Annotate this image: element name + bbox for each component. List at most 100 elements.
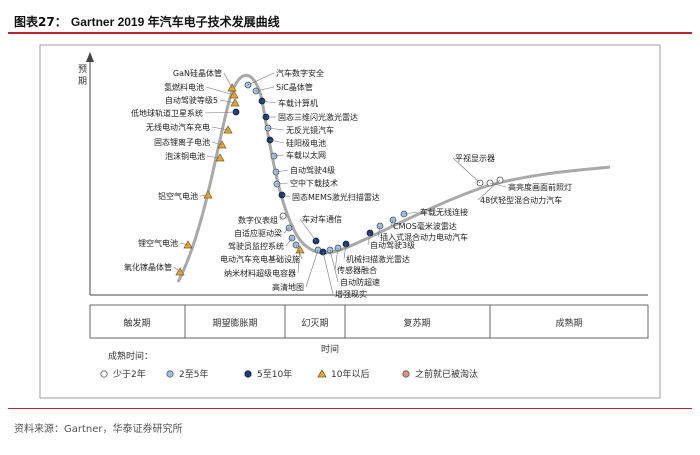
x-axis-label: 时间 — [321, 343, 339, 355]
legend-label-lt2: 少于2年 — [113, 368, 146, 380]
tech-6-label: 泡沫铜电池 — [165, 151, 205, 161]
leader-line-18 — [276, 182, 289, 185]
phase-label-2: 幻灭期 — [301, 317, 328, 329]
figure-title-text: Gartner 2019 年汽车电子技术发展曲线 — [70, 15, 280, 29]
legend-label-2to5: 2至5年 — [179, 368, 208, 380]
leader-line-32 — [377, 225, 381, 238]
leader-line-9 — [173, 266, 181, 273]
tech-30-label: 机械扫描激光雷达 — [346, 254, 410, 264]
tech-10-label: 汽车数字安全 — [276, 68, 324, 78]
tech-37-label: 48伏轻型混合动力汽车 — [480, 195, 562, 205]
tech-0-label: GaN硅晶体管 — [173, 68, 222, 78]
tech-17-label: 自动驾驶4级 — [290, 165, 335, 175]
tech-21-label: 自适应驱动梁 — [234, 228, 282, 238]
leader-line-24 — [297, 249, 301, 274]
leader-line-16 — [273, 154, 285, 157]
leader-line-19 — [281, 194, 291, 198]
tech-20-label: 数字仪表组 — [238, 215, 278, 225]
marker-gt10-9 — [175, 267, 185, 276]
leader-line-37 — [477, 179, 501, 201]
leader-line-29 — [334, 247, 339, 271]
legend-label-5to10: 5至10年 — [257, 368, 292, 380]
leader-line-17 — [275, 169, 289, 173]
tech-15-label: 硅阳极电池 — [286, 138, 326, 148]
leader-line-15 — [269, 139, 285, 144]
leader-line-26 — [305, 249, 319, 288]
leader-lines — [173, 72, 507, 295]
tech-36-label: 高亮度画面前照灯 — [508, 182, 572, 192]
tech-26-label: 高清地图 — [272, 282, 304, 292]
tech-7-label: 铝空气电池 — [158, 191, 198, 201]
legend-symbol-5to10 — [244, 370, 252, 378]
tech-28-label: 自动防超速 — [340, 277, 380, 287]
tech-13-label: 固态三维闪光激光雷达 — [278, 112, 358, 122]
leader-line-31 — [367, 232, 371, 246]
leader-line-8 — [179, 242, 189, 246]
legend-title: 成熟时间： — [108, 350, 153, 362]
marker-gt10-7 — [203, 190, 213, 199]
leader-line-3 — [204, 111, 237, 114]
leader-line-25 — [299, 218, 317, 242]
tech-29-label: 传感器融合 — [337, 265, 377, 275]
legend-symbol-2to5 — [166, 370, 174, 378]
leader-line-34 — [403, 211, 419, 215]
y-axis-label: 预 期 — [78, 64, 90, 87]
leader-line-0 — [223, 72, 233, 89]
leader-line-36 — [489, 182, 507, 188]
tech-31-label: 自动驾驶3级 — [370, 240, 415, 250]
source-rule — [8, 408, 692, 409]
tech-16-label: 车载以太网 — [286, 150, 326, 160]
tech-4-label: 无线电动汽车充电 — [146, 122, 210, 132]
leader-line-2 — [219, 99, 236, 104]
y-axis-arrow — [86, 52, 94, 62]
leader-line-4 — [211, 126, 229, 131]
legend-label-gt10: 10年以后 — [331, 368, 369, 380]
leader-line-35 — [452, 157, 481, 184]
tech-5-label: 固态锂离子电池 — [154, 137, 210, 147]
phase-band — [89, 304, 649, 339]
phase-label-4: 成熟期 — [555, 317, 582, 329]
figure-number: 图表27： — [14, 15, 67, 29]
tech-32-label: 插入式混合动力电动汽车 — [380, 232, 468, 242]
tech-33-label: CMOS毫米波雷达 — [393, 221, 457, 231]
legend: 少于2年 2至5年 5至10年 10年以后 之前就已被淘汰 — [100, 368, 478, 380]
tech-8-label: 锂空气电池 — [138, 238, 178, 248]
source-note: 资料来源：Gartner，华泰证券研究所 — [14, 424, 183, 435]
tech-23-label: 电动汽车充电基础设施 — [220, 254, 300, 264]
leader-line-20 — [279, 215, 284, 221]
leader-line-22 — [285, 237, 293, 247]
chart-frame — [39, 44, 661, 399]
technology-markers — [175, 81, 504, 276]
tech-2-label: 自动驾驶等级5 — [165, 95, 218, 105]
tech-35-label: 平视显示器 — [455, 153, 495, 163]
leader-line-12 — [261, 100, 277, 104]
phase-label-3: 复苏期 — [403, 317, 430, 329]
phase-label-0: 触发期 — [123, 317, 150, 329]
tech-22-label: 驾驶员监控系统 — [228, 241, 284, 251]
legend-label-obsolete: 之前就已被淘汰 — [415, 368, 478, 380]
phase-label-1: 期望膨胀期 — [212, 317, 257, 329]
leader-line-28 — [329, 249, 339, 283]
tech-9-label: 氧化镓晶体管 — [124, 262, 172, 272]
leader-line-10 — [247, 72, 275, 86]
leader-line-14 — [267, 127, 285, 131]
leader-line-5 — [211, 141, 223, 146]
leader-line-1 — [205, 86, 235, 96]
legend-symbol-obsolete — [402, 370, 410, 378]
leader-line-27 — [322, 251, 334, 295]
leader-line-7 — [199, 194, 209, 197]
tech-24-label: 纳米材料超级电容器 — [224, 268, 296, 278]
tech-11-label: SiC晶体管 — [276, 82, 313, 92]
title-bar — [8, 10, 692, 34]
leader-line-30 — [343, 243, 347, 260]
leader-line-6 — [206, 155, 221, 159]
y-axis-char-1: 预 — [78, 64, 87, 75]
tech-34-label: 车载无线连接 — [420, 207, 468, 217]
tech-1-label: 氢燃料电池 — [164, 82, 204, 92]
leader-line-33 — [390, 219, 394, 227]
leader-line-11 — [255, 86, 275, 92]
tech-12-label: 车载计算机 — [278, 98, 318, 108]
tech-19-label: 固态MEMS激光扫描雷达 — [292, 192, 380, 202]
leader-line-21 — [283, 227, 290, 234]
